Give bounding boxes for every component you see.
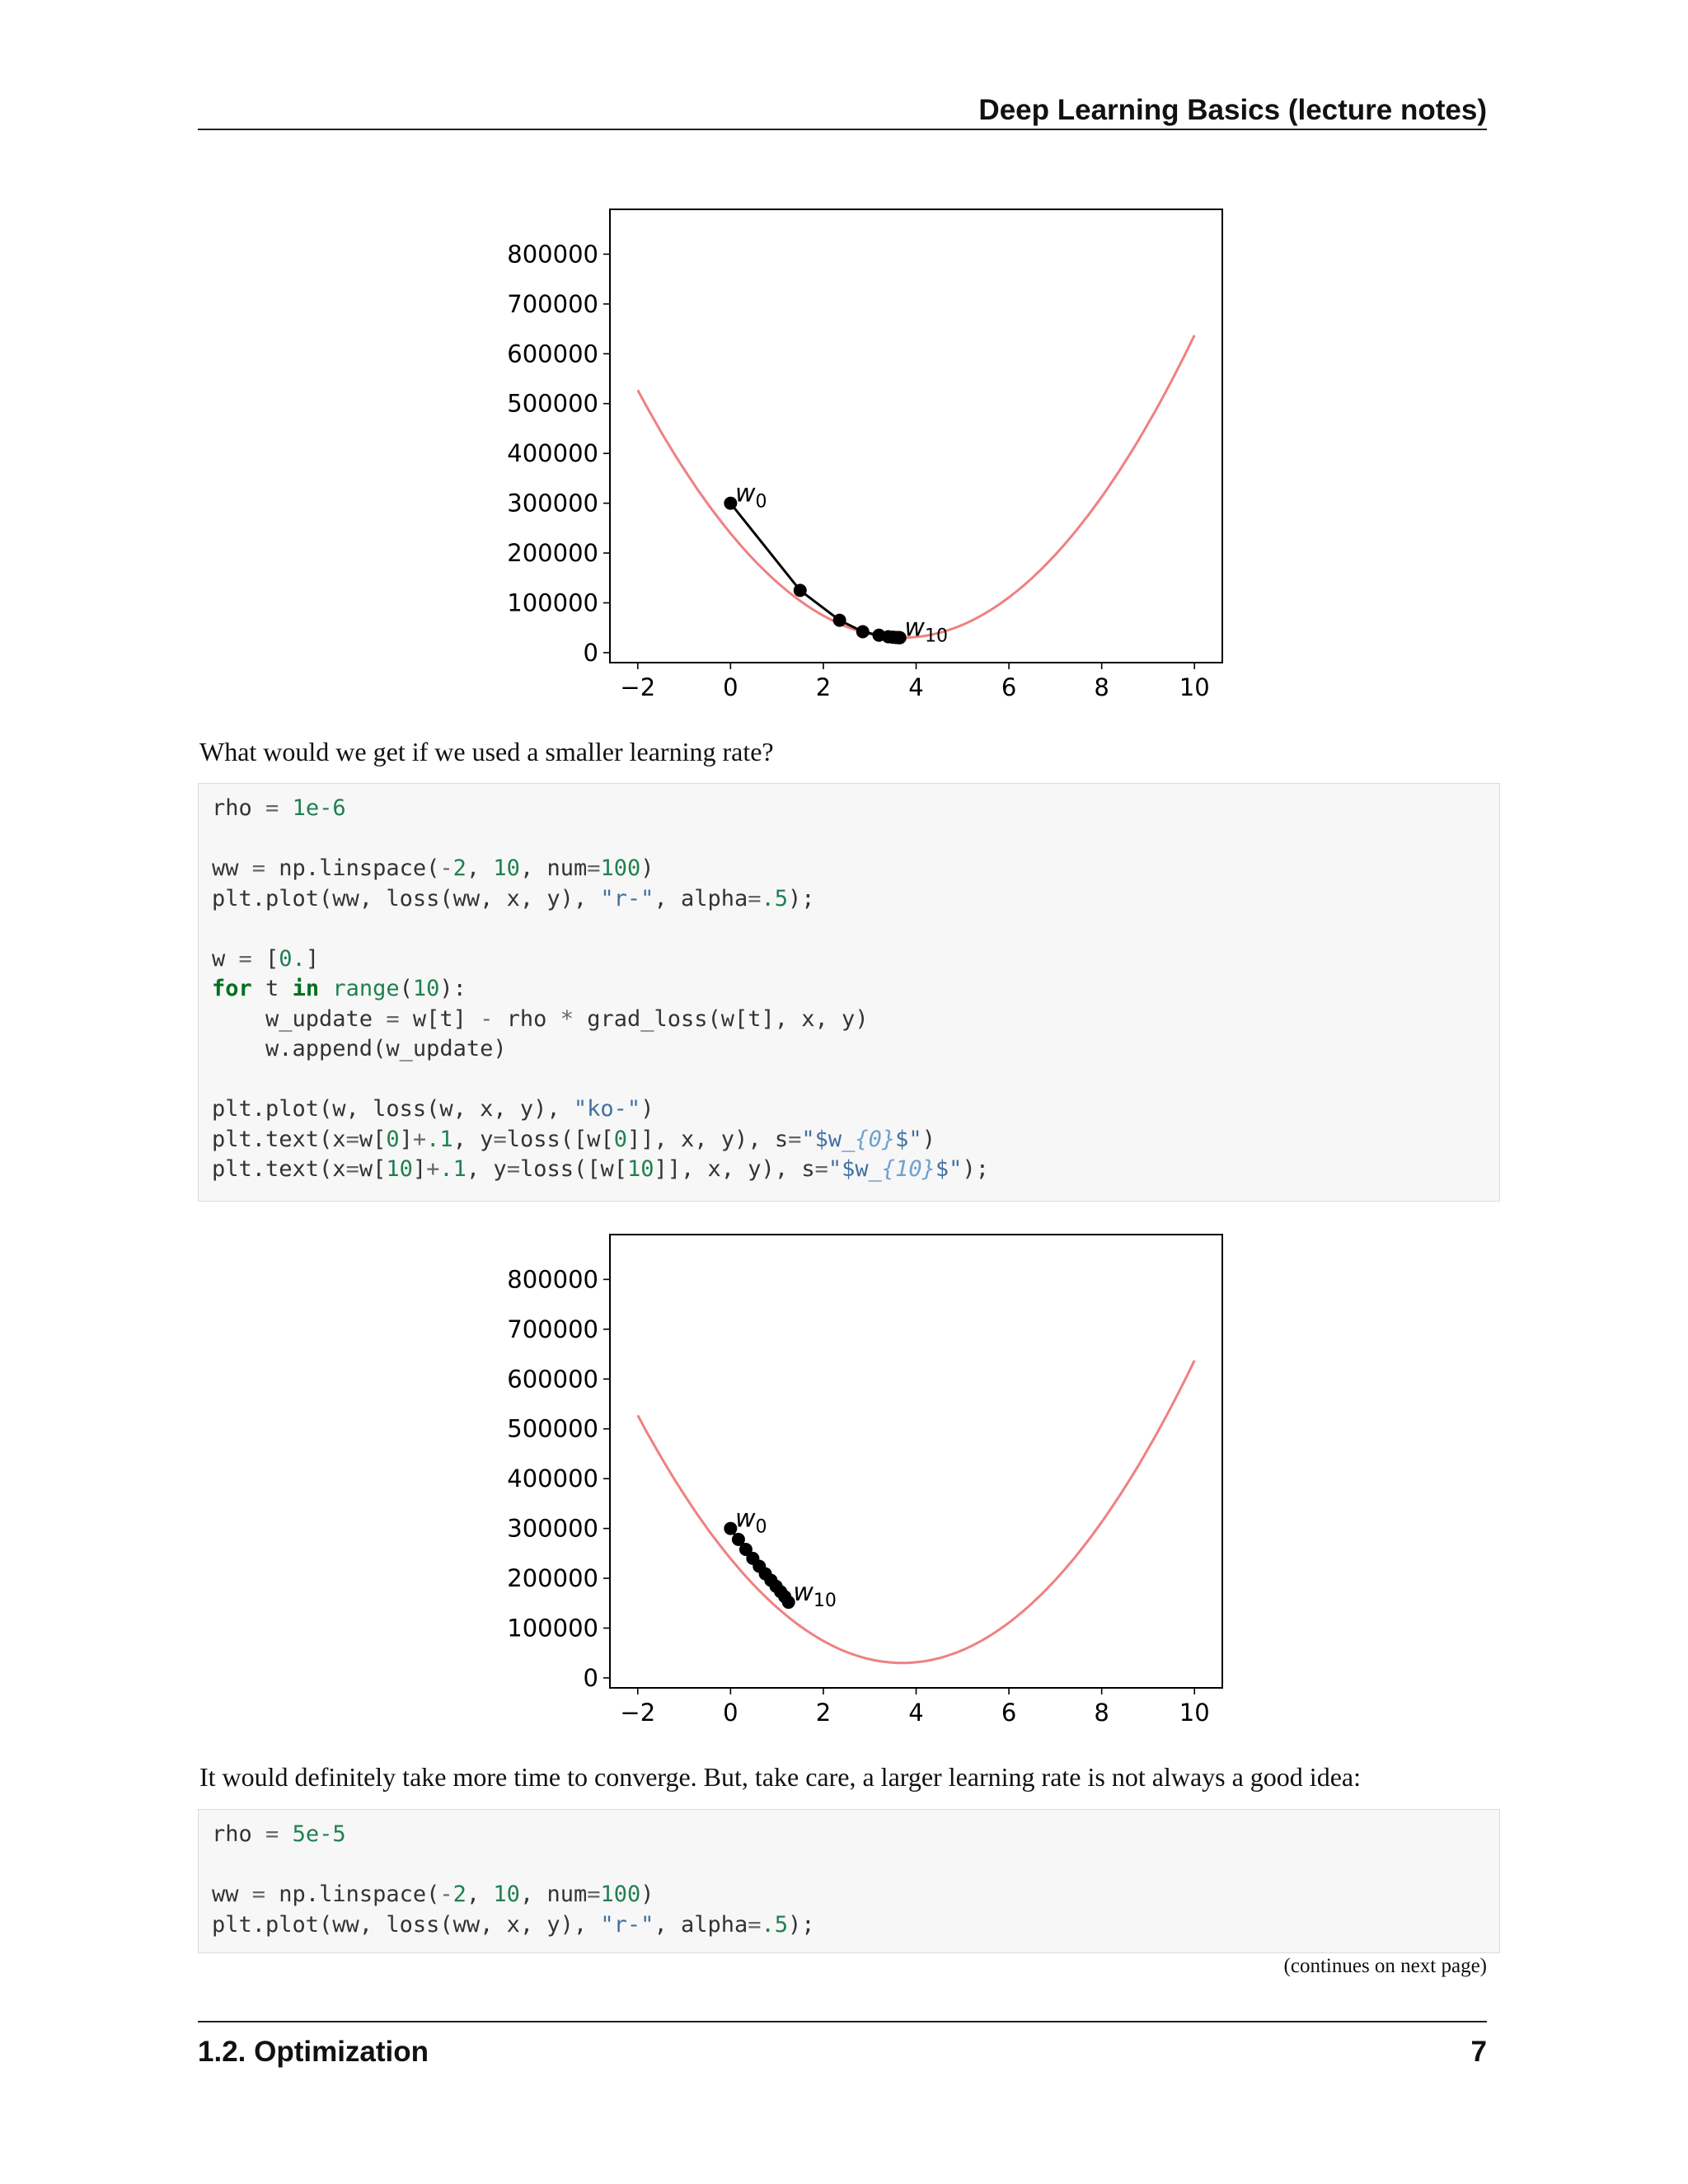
x-tick-label: 6 <box>1001 1699 1016 1724</box>
code-listing-2: rho = 5e-5 ww = np.linspace(-2, 10, num=… <box>212 1820 1486 1940</box>
iterate-point <box>724 496 738 510</box>
x-tick-label: 0 <box>723 1699 738 1724</box>
continues-note: (continues on next page) <box>1283 1955 1487 1977</box>
y-tick-label: 500000 <box>507 1415 598 1443</box>
iterate-label: w0 <box>735 1505 767 1538</box>
iterate-label: w10 <box>904 614 948 647</box>
paragraph-smaller-rate: What would we get if we used a smaller l… <box>199 737 774 766</box>
loss-curve <box>636 1360 1196 1665</box>
x-tick-label: 10 <box>1179 1699 1210 1724</box>
code-line: plt.text(x=w[10]+.1, y=loss([w[10]], x, … <box>212 1156 989 1182</box>
y-tick-label: 300000 <box>507 490 598 518</box>
x-tick-label: 2 <box>816 673 831 699</box>
figure-1: 0 100000 200000 300000 400000 500000 600000 700… <box>495 204 1236 699</box>
iterate-point <box>738 1542 753 1556</box>
code-line: w.append(w_update) <box>265 1036 507 1062</box>
x-tick-label: 10 <box>1179 673 1210 699</box>
iterate-point <box>893 630 907 644</box>
loss-chart-2: 0 100000 200000 300000 400000 500000 600000 700… <box>507 1234 1223 1724</box>
x-tick-label: 8 <box>1094 673 1109 699</box>
y-tick-label: 800000 <box>507 1265 598 1293</box>
iterate-point <box>793 583 807 598</box>
iterate-point <box>856 625 870 639</box>
x-tick-label: 4 <box>908 673 923 699</box>
x-tick-label: 4 <box>908 1699 923 1724</box>
header-rule <box>198 129 1487 130</box>
footer-rule <box>198 2021 1487 2022</box>
code-line: plt.text(x=w[0]+.1, y=loss([w[0]], x, y)… <box>212 1126 935 1152</box>
plot-frame <box>609 1234 1223 1689</box>
x-tick-label: 2 <box>816 1699 831 1724</box>
code-line: plt.plot(ww, loss(ww, x, y), "r-", alpha… <box>212 885 815 912</box>
plot-frame <box>609 209 1223 663</box>
running-header: Deep Learning Basics (lecture notes) <box>978 94 1487 126</box>
x-tick-label: 0 <box>723 673 738 699</box>
code-line: rho = 1e-6 <box>212 795 346 821</box>
y-tick-label: 600000 <box>507 340 598 368</box>
code-line: w = [0.] <box>212 945 320 972</box>
x-tick-label: 8 <box>1094 1699 1109 1724</box>
x-tick-label: 6 <box>1001 673 1016 699</box>
iterate-label: w10 <box>793 1578 837 1611</box>
y-tick-label: 0 <box>584 639 598 667</box>
y-tick-label: 700000 <box>507 1315 598 1343</box>
y-tick-label: 300000 <box>507 1515 598 1543</box>
footer-section: 1.2. Optimization <box>198 2036 429 2068</box>
iterate-point <box>731 1532 745 1546</box>
code-line: ww = np.linspace(-2, 10, num=100) <box>212 1882 654 1907</box>
code-line: for t in range(10): <box>212 976 467 1001</box>
code-line: rho = 5e-5 <box>212 1821 346 1847</box>
y-tick-label: 600000 <box>507 1365 598 1393</box>
iterate-point <box>724 1521 738 1535</box>
y-tick-label: 400000 <box>507 1465 598 1493</box>
x-tick-label: −2 <box>620 673 655 699</box>
y-tick-label: 400000 <box>507 439 598 467</box>
iterate-point <box>832 613 846 627</box>
code-block-2: rho = 5e-5 ww = np.linspace(-2, 10, num=… <box>198 1809 1500 1953</box>
code-block-1: rho = 1e-6 ww = np.linspace(-2, 10, num=… <box>198 783 1500 1202</box>
code-listing-1: rho = 1e-6 ww = np.linspace(-2, 10, num=… <box>212 794 1486 1185</box>
x-tick-label: −2 <box>620 1699 655 1724</box>
y-tick-label: 800000 <box>507 240 598 268</box>
iterates-line <box>729 502 900 640</box>
code-line: ww = np.linspace(-2, 10, num=100) <box>212 855 654 881</box>
y-tick-label: 200000 <box>507 1564 598 1592</box>
figure-2: 0 100000 200000 300000 400000 500000 600000 700… <box>495 1230 1236 1724</box>
y-tick-label: 500000 <box>507 390 598 418</box>
code-line: plt.plot(w, loss(w, x, y), "ko-") <box>212 1096 654 1122</box>
code-line: w_update = w[t] - rho * grad_loss(w[t], … <box>212 1005 869 1032</box>
y-tick-label: 100000 <box>507 1614 598 1642</box>
y-tick-label: 100000 <box>507 588 598 616</box>
loss-curve <box>636 335 1196 640</box>
code-line: plt.plot(ww, loss(ww, x, y), "r-", alpha… <box>212 1911 815 1938</box>
y-tick-label: 0 <box>584 1664 598 1692</box>
loss-chart-1: 0 100000 200000 300000 400000 500000 600000 700… <box>507 209 1223 699</box>
iterate-point <box>781 1596 795 1610</box>
paragraph-larger-rate: It would definitely take more time to co… <box>199 1762 1361 1792</box>
y-tick-label: 700000 <box>507 290 598 318</box>
iterate-label: w0 <box>735 480 767 513</box>
page-number: 7 <box>1470 2036 1487 2068</box>
y-tick-label: 200000 <box>507 539 598 567</box>
